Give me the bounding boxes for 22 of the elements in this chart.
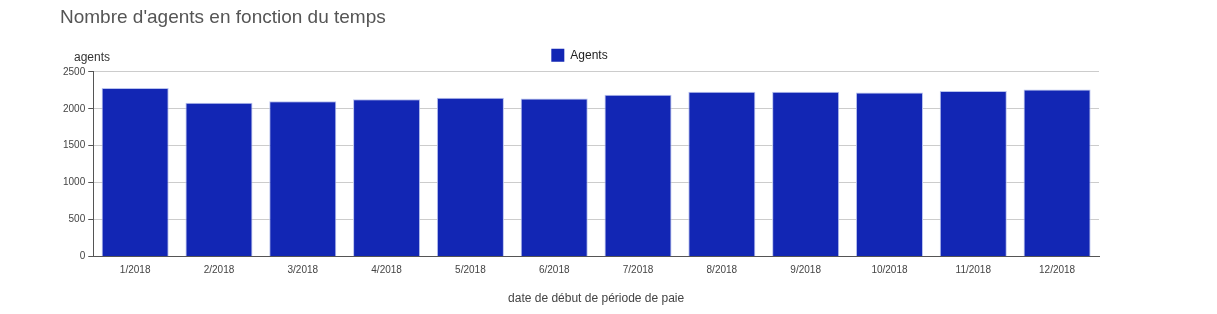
- x-tick-label: 2/2018: [203, 264, 235, 276]
- x-axis-title: date de début de période de paie: [508, 291, 685, 306]
- x-tick-label: 7/2018: [622, 264, 654, 276]
- y-tick-label: 2500: [63, 65, 86, 77]
- x-tick-label: 6/2018: [538, 264, 570, 276]
- x-tick-label: 12/2018: [1039, 264, 1076, 276]
- x-tick-label: 11/2018: [955, 264, 992, 276]
- y-tick-label: 2000: [63, 102, 86, 114]
- x-tick-label: 3/2018: [287, 264, 319, 276]
- y-tick-label: 0: [79, 250, 86, 262]
- y-tick-label: 1000: [63, 176, 86, 188]
- legend-label: Agents: [570, 47, 608, 62]
- x-tick-label: 4/2018: [371, 264, 403, 276]
- x-tick-label: 1/2018: [119, 264, 151, 276]
- y-tick-label: 500: [68, 213, 86, 225]
- y-tick-label: 1500: [63, 139, 86, 151]
- x-tick-label: 5/2018: [455, 264, 487, 276]
- x-tick-label: 8/2018: [706, 264, 738, 276]
- chart-title: Nombre d'agents en fonction du temps: [60, 5, 386, 27]
- x-tick-label: 9/2018: [790, 264, 822, 276]
- x-tick-label: 10/2018: [871, 264, 908, 276]
- y-axis-title: agents: [74, 50, 111, 65]
